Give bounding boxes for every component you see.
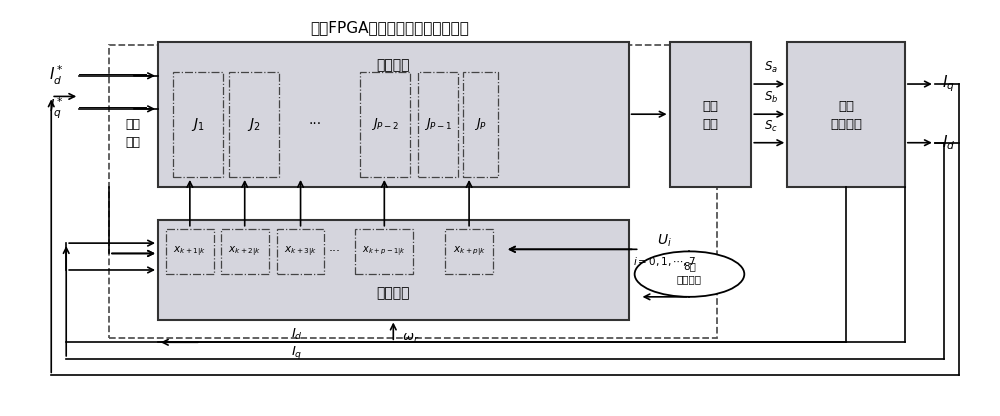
Bar — [787, 42, 905, 186]
Text: $J_2$: $J_2$ — [247, 116, 260, 133]
Text: 预测模型: 预测模型 — [377, 286, 410, 300]
Text: ···: ··· — [328, 245, 340, 258]
Text: $I_q^*$: $I_q^*$ — [49, 96, 64, 121]
Text: $x_{k+p|k}$: $x_{k+p|k}$ — [453, 245, 486, 258]
Bar — [109, 45, 717, 338]
Text: $S_b$: $S_b$ — [764, 90, 778, 105]
Bar — [355, 229, 413, 274]
Bar — [418, 72, 458, 177]
Text: $J_1$: $J_1$ — [191, 116, 205, 133]
Text: $I_q$: $I_q$ — [942, 74, 955, 94]
Text: $J_{P-1}$: $J_{P-1}$ — [424, 116, 452, 132]
Text: $x_{k+1|k}$: $x_{k+1|k}$ — [173, 245, 206, 258]
Bar — [158, 220, 629, 319]
Bar — [221, 229, 269, 274]
Bar — [229, 72, 279, 177]
Bar — [277, 229, 324, 274]
Text: $I_d$: $I_d$ — [942, 134, 955, 152]
Text: $S_c$: $S_c$ — [764, 119, 778, 134]
Bar — [463, 72, 498, 177]
Text: 电机
驱动系统: 电机 驱动系统 — [830, 99, 862, 131]
Text: 目标函数: 目标函数 — [377, 58, 410, 72]
Text: $I_q$: $I_q$ — [291, 344, 302, 361]
Bar — [158, 42, 629, 186]
Bar — [360, 72, 410, 177]
Text: $I_d^*$: $I_d^*$ — [49, 64, 64, 87]
Text: $J_{P-2}$: $J_{P-2}$ — [371, 116, 399, 132]
Text: $x_{k+2|k}$: $x_{k+2|k}$ — [228, 245, 261, 258]
Text: $\omega_r$: $\omega_r$ — [402, 332, 419, 345]
Text: $x_{k+p-1|k}$: $x_{k+p-1|k}$ — [362, 245, 406, 258]
Text: 8个
开关状态: 8个 开关状态 — [677, 262, 702, 284]
Text: $x_{k+3|k}$: $x_{k+3|k}$ — [284, 245, 317, 258]
Text: 基于FPGA实现的有限集预测控制器: 基于FPGA实现的有限集预测控制器 — [311, 20, 469, 35]
Text: $J_P$: $J_P$ — [474, 116, 487, 132]
Text: 遍历
寻优: 遍历 寻优 — [702, 99, 718, 131]
Text: $I_d$: $I_d$ — [291, 327, 302, 342]
Text: $U_i$: $U_i$ — [657, 233, 672, 249]
Text: $i=0,1,\cdots,7$: $i=0,1,\cdots,7$ — [633, 255, 696, 268]
Bar — [445, 229, 493, 274]
Text: $S_a$: $S_a$ — [764, 60, 778, 75]
Text: 并行
计算: 并行 计算 — [126, 118, 141, 149]
Bar — [173, 72, 223, 177]
Circle shape — [635, 251, 744, 297]
Bar — [670, 42, 751, 186]
Text: ···: ··· — [309, 117, 322, 131]
Bar — [166, 229, 214, 274]
